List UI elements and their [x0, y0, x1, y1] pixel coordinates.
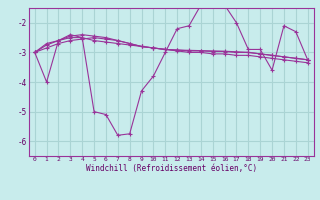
X-axis label: Windchill (Refroidissement éolien,°C): Windchill (Refroidissement éolien,°C) — [86, 164, 257, 173]
